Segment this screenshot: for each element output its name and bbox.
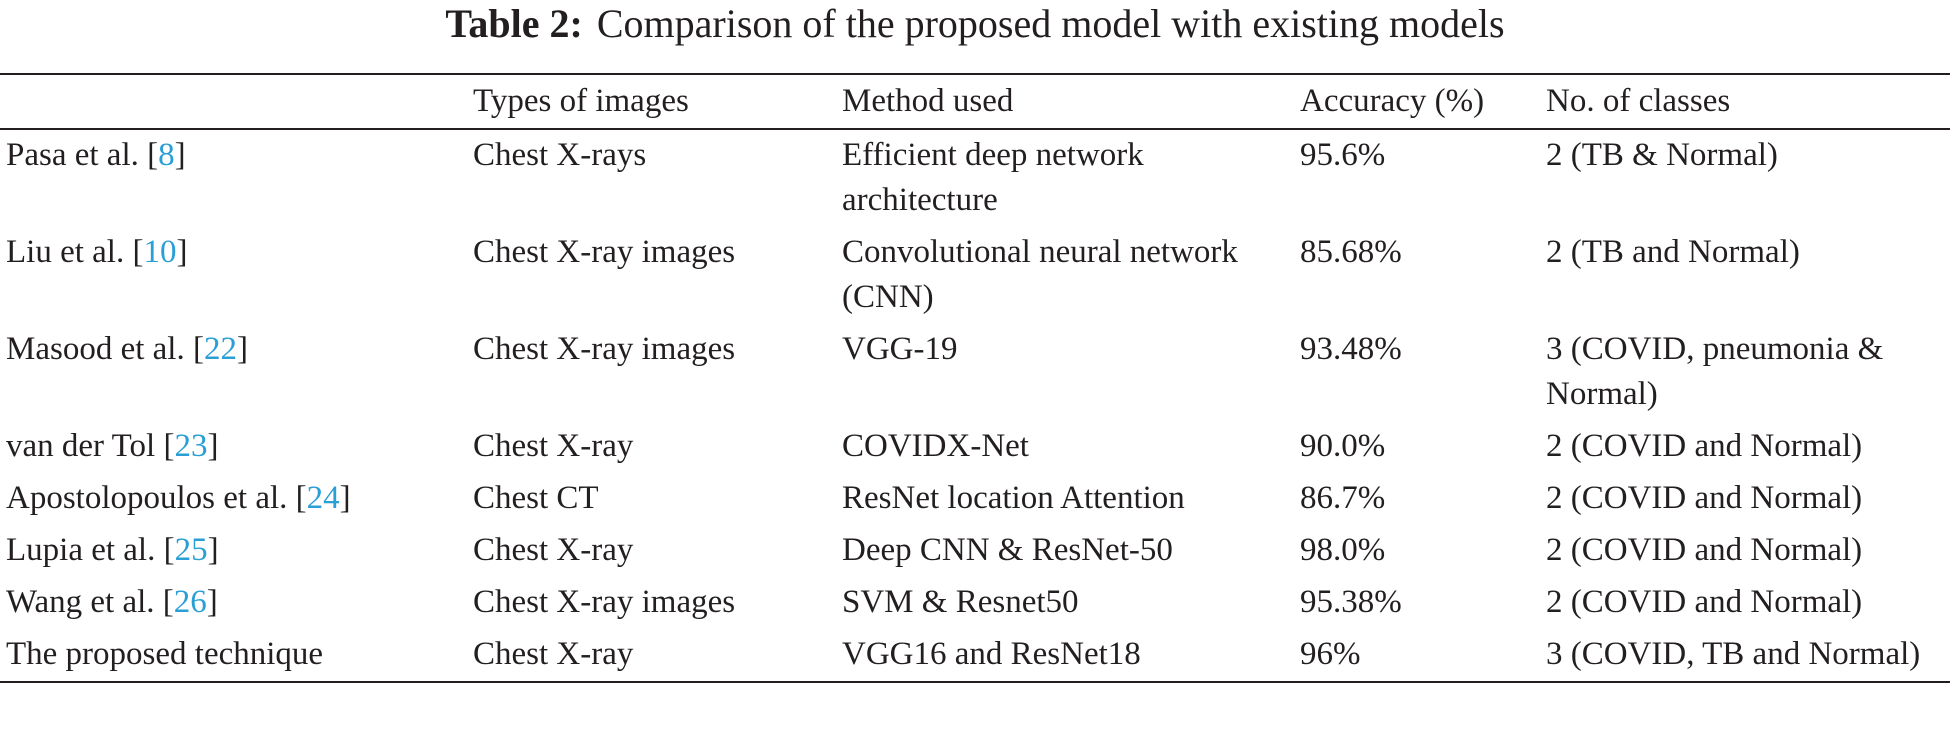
study-name: Apostolopoulos et al. [6, 480, 288, 516]
study-cell: Masood et al. [22] [0, 324, 473, 421]
caption-label: Table 2: [445, 1, 583, 46]
table-cell: ResNet location Attention [842, 480, 1185, 516]
bracket: ] [174, 137, 186, 173]
table-cell: Chest X-ray images [473, 584, 736, 620]
study-name: van der Tol [6, 428, 156, 464]
table-cell: 96% [1300, 636, 1361, 672]
citation-ref: 10 [143, 234, 177, 270]
table-cell: SVM & Resnet50 [842, 584, 1079, 620]
header-cell: Method used [842, 83, 1014, 119]
table-cell: 93.48% [1300, 331, 1402, 367]
citation-ref: 25 [174, 532, 208, 568]
bracket: [ [192, 331, 204, 367]
table-cell: VGG-19 [842, 331, 958, 367]
table-row: Wang et al. [26] Chest X-ray images SVM & … [0, 577, 1950, 629]
bracket: ] [206, 584, 218, 620]
table-cell: Chest X-ray images [473, 331, 736, 367]
table-cell: Efficient deep network architecture [842, 137, 1144, 218]
table-cell: 90.0% [1300, 428, 1386, 464]
table-cell: 95.6% [1300, 137, 1386, 173]
table-cell: Chest X-ray [473, 428, 634, 464]
comparison-table: Types of images Method used Accuracy (%) No… [0, 73, 1950, 683]
citation-ref: 8 [158, 137, 175, 173]
table-cell: Convolutional neural network (CNN) [842, 234, 1238, 315]
header-cell: Types of images [473, 83, 689, 119]
table-row: Liu et al. [10] Chest X-ray images Convolu… [0, 227, 1950, 324]
table-cell: 3 (COVID, TB and Normal) [1546, 636, 1921, 672]
table-cell: 2 (COVID and Normal) [1546, 480, 1863, 516]
study-cell: van der Tol [23] [0, 421, 473, 473]
bracket: [ [163, 428, 175, 464]
table-cell: 2 (COVID and Normal) [1546, 428, 1863, 464]
bracket: ] [339, 480, 351, 516]
table-cell: 3 (COVID, pneumonia & Normal) [1546, 331, 1884, 412]
bracket: [ [163, 532, 175, 568]
study-cell: Lupia et al. [25] [0, 525, 473, 577]
table-cell: Chest X-ray [473, 636, 634, 672]
table-row: Pasa et al. [8] Chest X-rays Efficient dee… [0, 129, 1950, 227]
citation-ref: 24 [306, 480, 340, 516]
study-cell: Liu et al. [10] [0, 227, 473, 324]
bracket: [ [132, 234, 144, 270]
header-row: Types of images Method used Accuracy (%) No… [0, 74, 1950, 129]
table-cell: 95.38% [1300, 584, 1402, 620]
table-cell: VGG16 and ResNet18 [842, 636, 1141, 672]
table-row: van der Tol [23] Chest X-ray COVIDX-Net 90.… [0, 421, 1950, 473]
bracket: [ [295, 480, 307, 516]
study-cell: The proposed technique [0, 629, 473, 682]
bracket: [ [147, 137, 159, 173]
study-name: Pasa et al. [6, 137, 139, 173]
table-cell: Deep CNN & ResNet-50 [842, 532, 1173, 568]
table-cell: 2 (TB and Normal) [1546, 234, 1800, 270]
bracket: ] [176, 234, 188, 270]
table-body: Pasa et al. [8] Chest X-rays Efficient dee… [0, 129, 1950, 682]
study-name: Wang et al. [6, 584, 155, 620]
study-cell: Pasa et al. [8] [0, 129, 473, 227]
study-name: Masood et al. [6, 331, 185, 367]
table-cell: 86.7% [1300, 480, 1386, 516]
study-name: Lupia et al. [6, 532, 156, 568]
table-row: The proposed technique Chest X-ray VGG16 a… [0, 629, 1950, 682]
citation-ref: 22 [203, 331, 237, 367]
table-cell: Chest X-rays [473, 137, 647, 173]
table-cell: 2 (TB & Normal) [1546, 137, 1778, 173]
bracket: [ [162, 584, 174, 620]
table-cell: 2 (COVID and Normal) [1546, 584, 1863, 620]
table-cell: 2 (COVID and Normal) [1546, 532, 1863, 568]
table-cell: 85.68% [1300, 234, 1402, 270]
caption-title: Comparison of the proposed model with ex… [596, 1, 1505, 46]
study-cell: Apostolopoulos et al. [24] [0, 473, 473, 525]
table-row: Masood et al. [22] Chest X-ray images VGG-… [0, 324, 1950, 421]
header-cell: No. of classes [1546, 83, 1731, 119]
table-row: Lupia et al. [25] Chest X-ray Deep CNN & R… [0, 525, 1950, 577]
study-name: The proposed technique [6, 636, 324, 672]
table-cell: 98.0% [1300, 532, 1386, 568]
table-cell: Chest CT [473, 480, 599, 516]
header-cell [0, 74, 473, 129]
bracket: ] [236, 331, 248, 367]
bracket: ] [207, 532, 219, 568]
table-cell: Chest X-ray images [473, 234, 736, 270]
citation-ref: 26 [173, 584, 207, 620]
study-cell: Wang et al. [26] [0, 577, 473, 629]
bracket: ] [207, 428, 219, 464]
table-row: Apostolopoulos et al. [24] Chest CT ResNet… [0, 473, 1950, 525]
table-cell: COVIDX-Net [842, 428, 1029, 464]
table-cell: Chest X-ray [473, 532, 634, 568]
study-name: Liu et al. [6, 234, 125, 270]
table-caption: Table 2: Comparison of the proposed model… [0, 0, 1950, 48]
header-cell: Accuracy (%) [1300, 83, 1485, 119]
citation-ref: 23 [174, 428, 208, 464]
